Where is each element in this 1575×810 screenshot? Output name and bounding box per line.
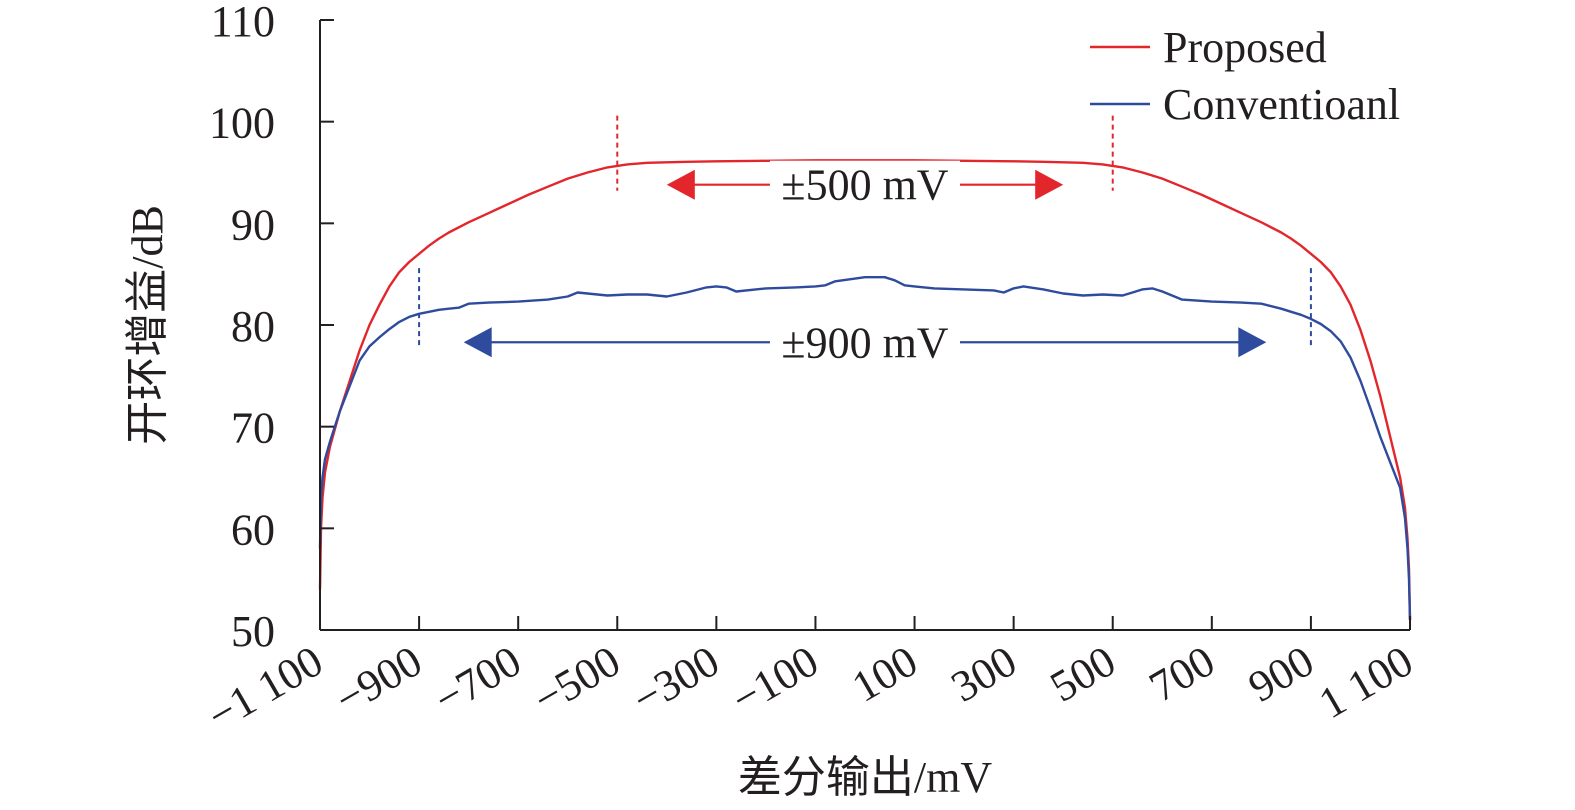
legend-label-proposed: Proposed (1163, 23, 1327, 72)
x-tick-label: −300 (624, 636, 727, 724)
y-tick-label: 80 (231, 302, 275, 351)
x-tick-label: 500 (1042, 636, 1124, 711)
x-tick-label: 700 (1141, 636, 1223, 711)
annotation-label-pm500: ±500 mV (781, 161, 948, 210)
y-tick-label: 100 (209, 99, 275, 148)
label-backdrop-pm900 (770, 318, 960, 365)
y-tick-label: 70 (231, 404, 275, 453)
x-tick-label: −900 (327, 636, 430, 724)
label-backdrop-pm500 (770, 160, 960, 207)
arrowhead-right-pm900 (1238, 327, 1267, 358)
series-line-conventioanl (318, 276, 1412, 620)
arrowhead-left-pm500 (666, 169, 695, 200)
x-axis-label: 差分输出/mV (738, 753, 992, 802)
x-tick-label: 300 (943, 636, 1025, 711)
x-tick-label: −700 (426, 636, 529, 724)
y-axis-label: 开环增益/dB (123, 205, 172, 445)
x-tick-label: 900 (1240, 636, 1322, 711)
y-tick-label: 60 (231, 505, 275, 554)
legend: Proposed Conventioanl (1090, 23, 1400, 129)
annotation-layer: ±500 mV ±900 mV (418, 115, 1312, 367)
arrowhead-left-pm900 (463, 327, 492, 358)
x-tick-label: −100 (723, 636, 826, 724)
series-layer (318, 159, 1412, 620)
arrowhead-right-pm500 (1035, 169, 1064, 200)
annotation-label-pm900: ±900 mV (781, 318, 948, 367)
y-tick-label: 90 (231, 200, 275, 249)
x-tick-label: 1 100 (1311, 636, 1421, 728)
x-tick-label: −500 (525, 636, 628, 724)
y-tick-label: 110 (211, 0, 275, 46)
x-tick-label: 100 (844, 636, 926, 711)
series-line-proposed (318, 159, 1412, 620)
legend-label-conventioanl: Conventioanl (1163, 80, 1400, 129)
y-tick-label: 50 (231, 607, 275, 656)
